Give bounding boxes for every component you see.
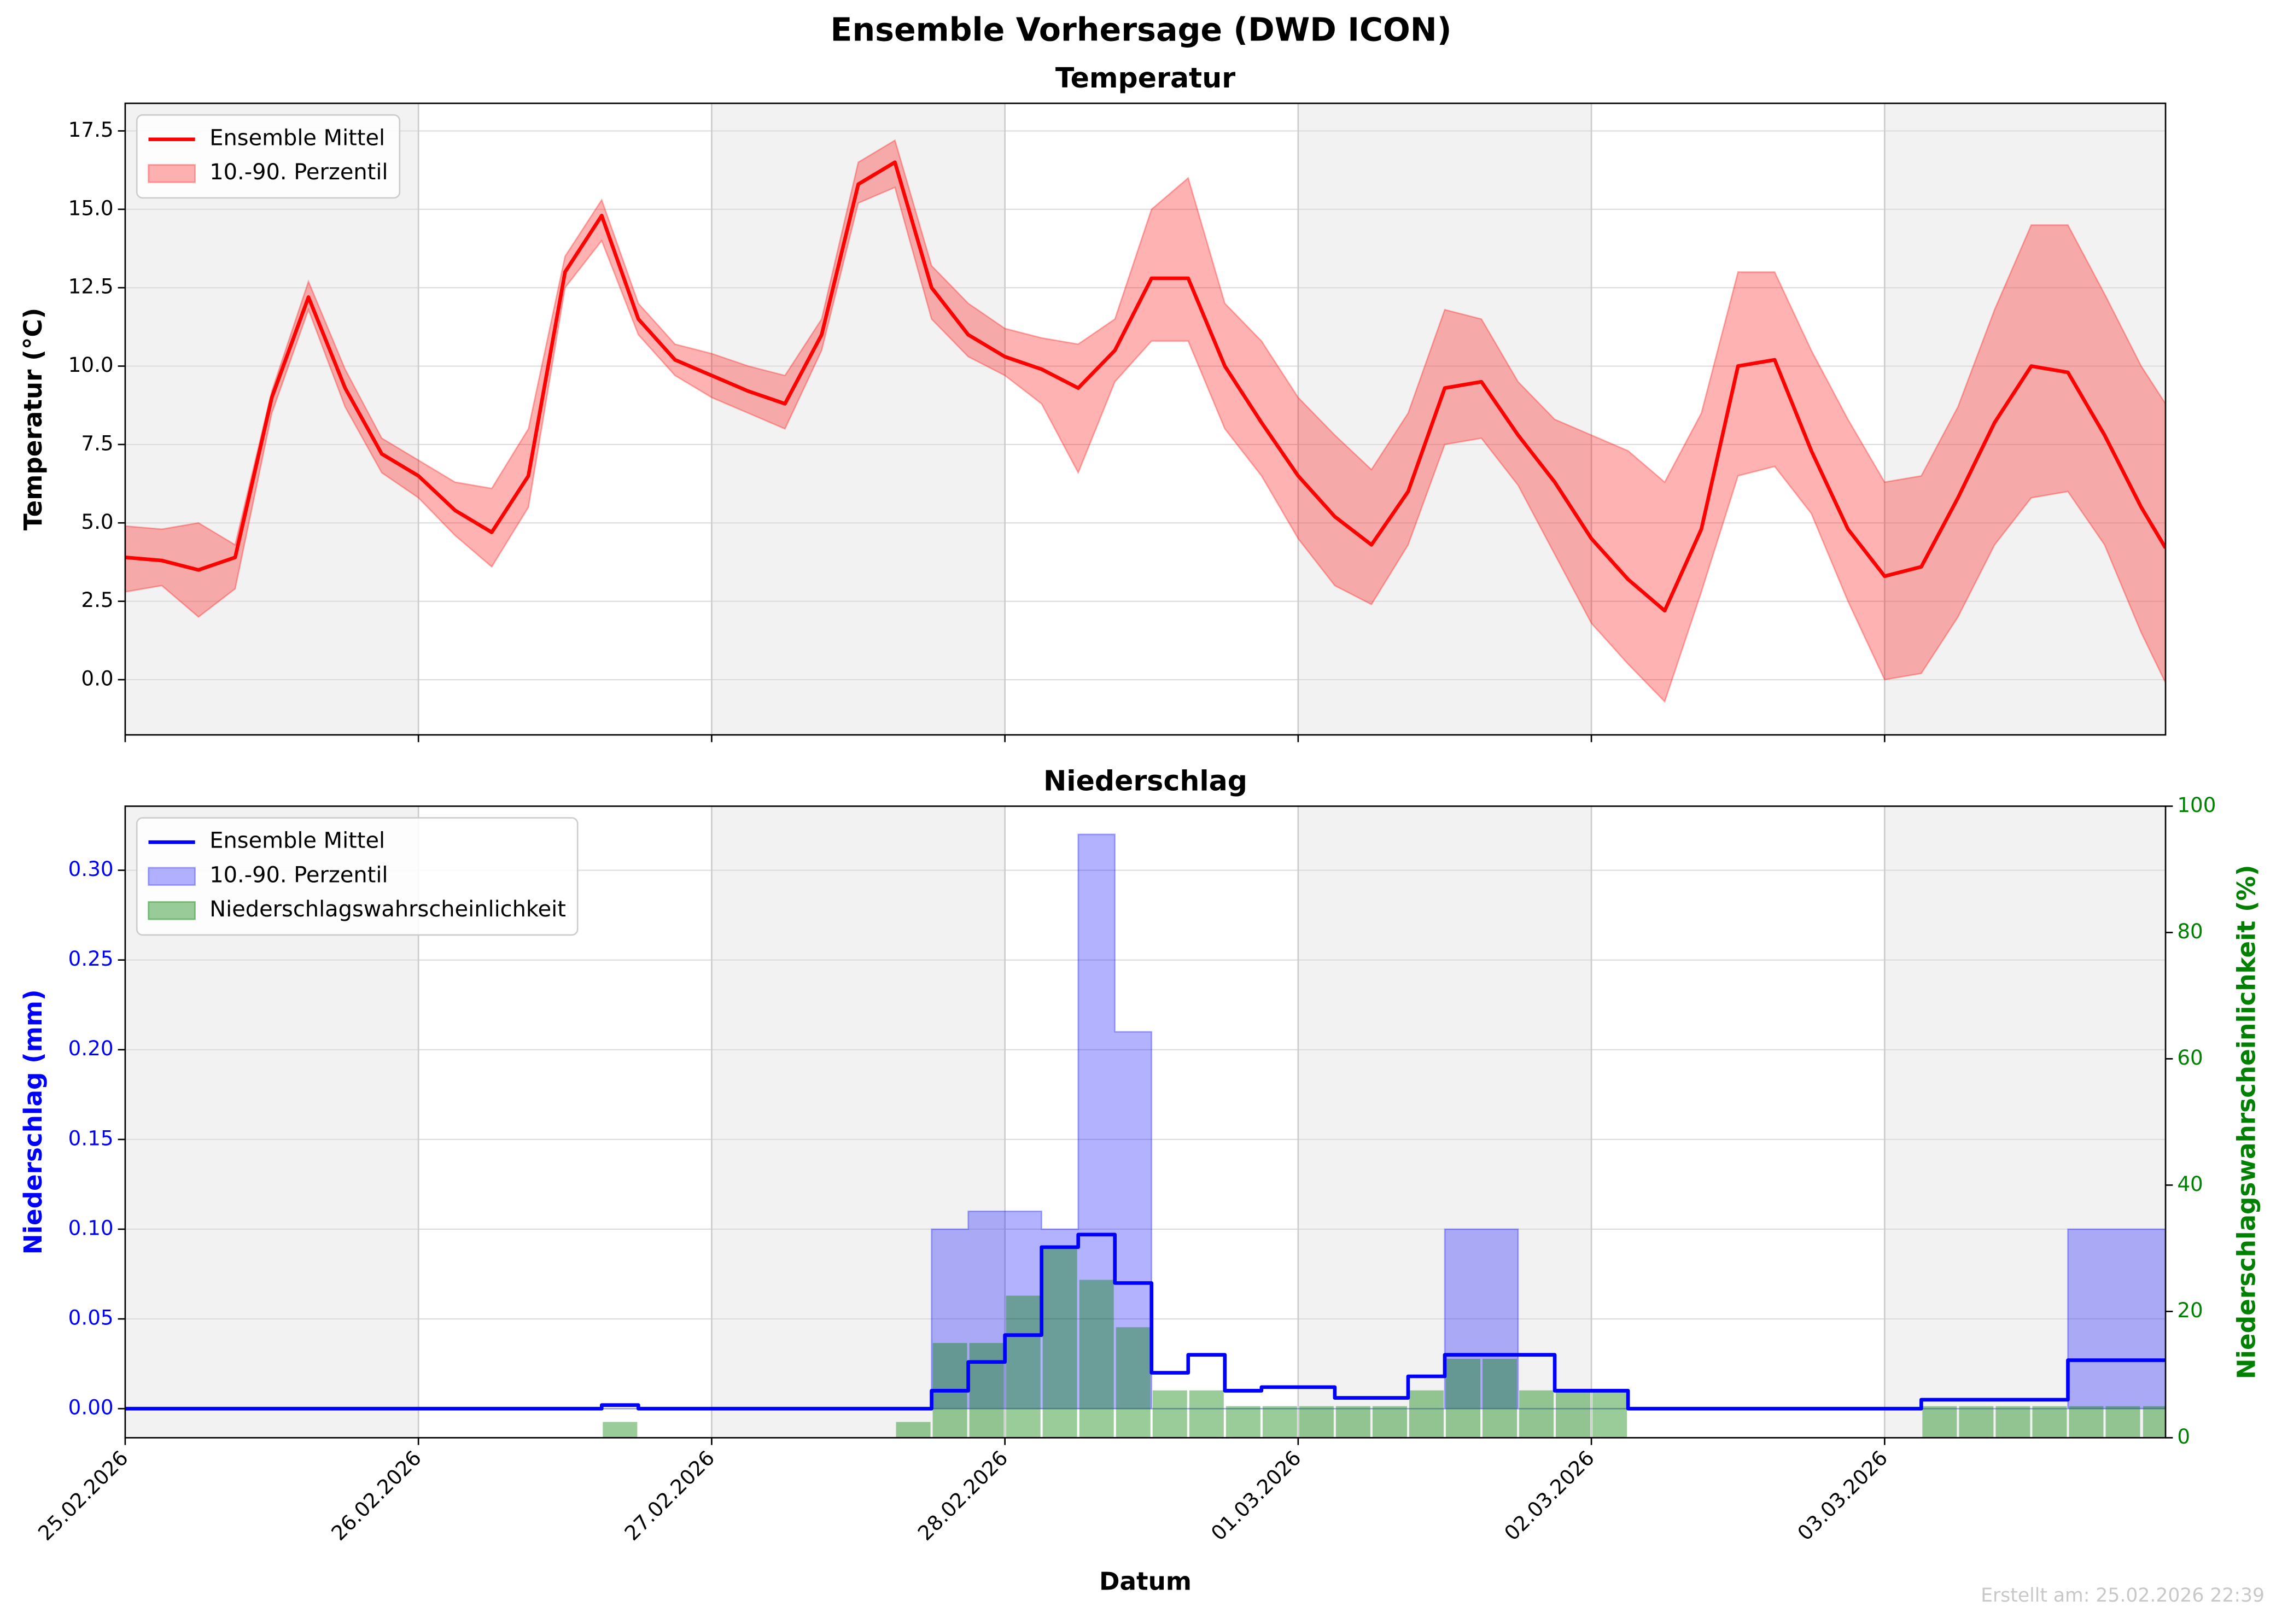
probability-bar	[2143, 1406, 2166, 1438]
probability-bar	[1959, 1406, 1994, 1438]
probability-bar	[1922, 1406, 1957, 1438]
y-axis-label: Niederschlag (mm)	[19, 989, 48, 1254]
plot-frame	[124, 102, 2167, 736]
probability-bar	[603, 1422, 638, 1438]
plot-area	[125, 103, 2166, 735]
day-shade	[125, 103, 419, 735]
mean-line	[125, 1232, 2166, 1411]
probability-bar	[2032, 1406, 2067, 1438]
probability-bar	[1335, 1406, 1370, 1438]
y2-tick-label: 40	[2177, 1172, 2203, 1196]
mean-line	[125, 160, 2166, 613]
legend-label: Ensemble Mittel	[209, 125, 385, 150]
day-shade	[1298, 806, 1592, 1438]
legend-box	[136, 817, 579, 936]
probability-bar	[896, 1422, 931, 1438]
probability-bar	[2105, 1406, 2140, 1438]
day-shade	[1298, 103, 1592, 735]
y2-tick-label: 100	[2177, 793, 2216, 817]
y2-tick-label: 60	[2177, 1045, 2203, 1070]
y-tick-label: 17.5	[68, 118, 114, 142]
day-shade	[711, 103, 1005, 735]
probability-bar	[1006, 1295, 1041, 1438]
probability-bar	[1079, 1280, 1114, 1438]
probability-bar	[1189, 1390, 1224, 1438]
probability-bar	[1299, 1406, 1334, 1438]
y-tick-label: 0.30	[68, 857, 114, 881]
probability-bar	[1152, 1390, 1187, 1438]
day-shade	[1884, 103, 2166, 735]
y-tick-label: 7.5	[81, 431, 113, 455]
legend-label: 10.-90. Perzentil	[209, 160, 388, 185]
legend-box	[136, 114, 401, 199]
y-tick-label: 0.15	[68, 1126, 114, 1150]
y-tick-label: 0.05	[68, 1306, 114, 1330]
legend-swatch	[148, 867, 196, 886]
probability-bar	[1995, 1406, 2030, 1438]
legend-swatch	[148, 164, 196, 183]
probability-bar	[1116, 1327, 1151, 1438]
y2-tick-label: 0	[2177, 1424, 2190, 1448]
plot-frame	[124, 805, 2167, 1439]
y-tick-label: 0.10	[68, 1216, 114, 1240]
day-shade	[711, 806, 1005, 1438]
data-layer	[125, 139, 2166, 703]
probability-bar	[1483, 1358, 1518, 1438]
legend-label: Niederschlagswahrscheinlichkeit	[209, 897, 566, 922]
y-tick-label: 2.5	[81, 588, 113, 612]
probability-bar	[1519, 1390, 1554, 1438]
x-axis-label: Datum	[1099, 1567, 1192, 1596]
probability-bar	[1042, 1248, 1077, 1438]
y-tick-label: 0.25	[68, 947, 114, 971]
figure-title: Ensemble Vorhersage (DWD ICON)	[830, 11, 1451, 49]
y-tick-label: 5.0	[81, 510, 113, 534]
percentile-band	[125, 139, 2166, 703]
legend-label: Ensemble Mittel	[209, 828, 385, 854]
probability-bar	[1445, 1358, 1480, 1438]
y-tick-label: 0.00	[68, 1395, 114, 1419]
y-tick-label: 0.0	[81, 667, 113, 691]
probability-bar	[1556, 1390, 1591, 1438]
legend: Ensemble Mittel 10.-90. Perzentil Niedersc…	[136, 817, 579, 936]
subplot-title: Niederschlag	[1043, 764, 1247, 797]
panel: 0.0 2.5 5.0 7.5 10.0 12.5 15.0 17.5 Temperatur Te…	[19, 62, 2167, 743]
footer: Erstellt am: 25.02.2026 22:39	[1981, 1585, 2265, 1607]
y-tick-label: 15.0	[68, 196, 114, 220]
y2-axis-label: Niederschlagswahrscheinlichkeit (%)	[2232, 864, 2261, 1379]
y-tick-label: 10.0	[68, 353, 114, 377]
y2-tick-label: 80	[2177, 919, 2203, 943]
probability-bar	[1372, 1406, 1407, 1438]
y-tick-label: 0.20	[68, 1036, 114, 1060]
probability-bar	[1225, 1406, 1260, 1438]
data-layer	[125, 833, 2166, 1438]
legend-swatch	[148, 901, 196, 920]
y2-tick-label: 20	[2177, 1298, 2203, 1322]
probability-bar	[969, 1343, 1004, 1438]
y-axis-label: Temperatur (°C)	[19, 308, 48, 531]
probability-bar	[2069, 1406, 2104, 1438]
probability-bar	[1262, 1406, 1297, 1438]
legend: Ensemble Mittel 10.-90. Perzentil	[136, 114, 401, 199]
probability-bar	[1409, 1390, 1444, 1438]
probability-bar	[1592, 1390, 1627, 1438]
y-tick-label: 12.5	[68, 274, 114, 299]
subplot-title: Temperatur	[1055, 62, 1235, 94]
legend-label: 10.-90. Perzentil	[209, 862, 388, 887]
day-shade	[1884, 806, 2166, 1438]
